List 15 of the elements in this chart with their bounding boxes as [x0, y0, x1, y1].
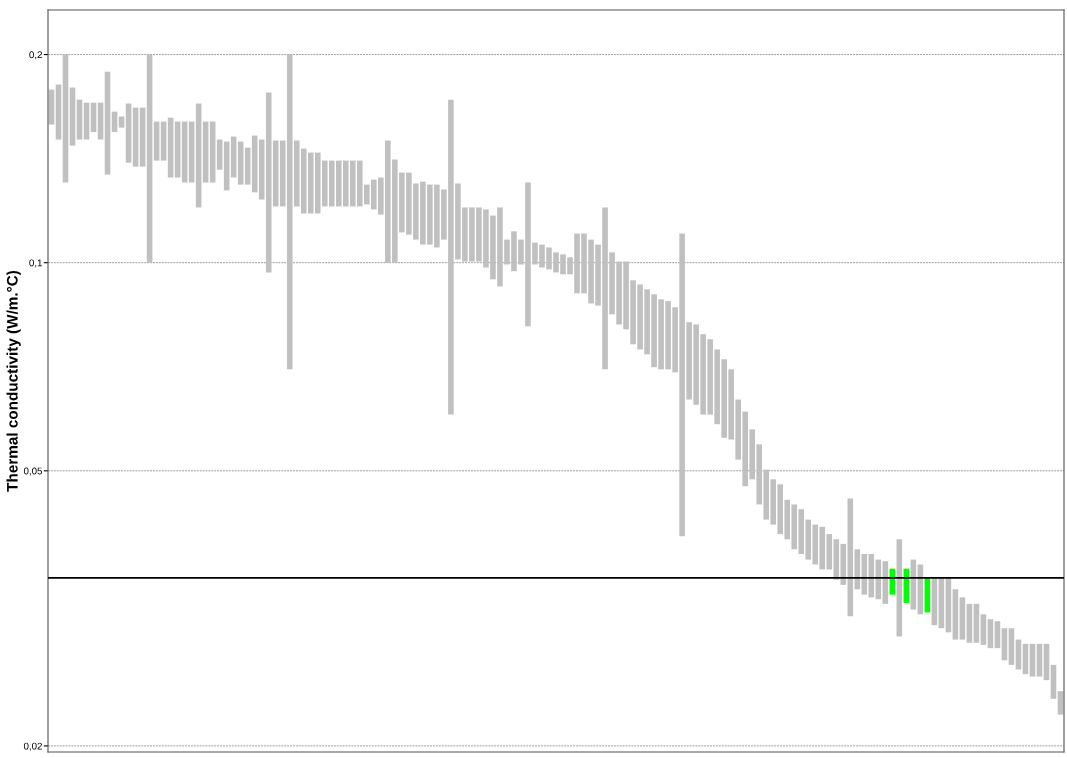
- y-tick-label: 0,05: [23, 467, 43, 476]
- y-tick-label: 0,02: [23, 742, 42, 751]
- bar: [1036, 643, 1043, 677]
- bar: [76, 99, 83, 140]
- bar: [1057, 691, 1064, 715]
- bar: [1008, 628, 1015, 665]
- bar: [230, 136, 237, 178]
- bar: [987, 619, 994, 649]
- bar: [959, 597, 966, 640]
- bar: [980, 614, 987, 645]
- y-tick-label: 0,1: [29, 259, 42, 268]
- bar: [952, 589, 959, 640]
- y-tick-label: 0,2: [29, 51, 42, 60]
- y-axis-title: Thermal conductivity (W/m.°C): [6, 270, 21, 492]
- bar: [1029, 643, 1036, 677]
